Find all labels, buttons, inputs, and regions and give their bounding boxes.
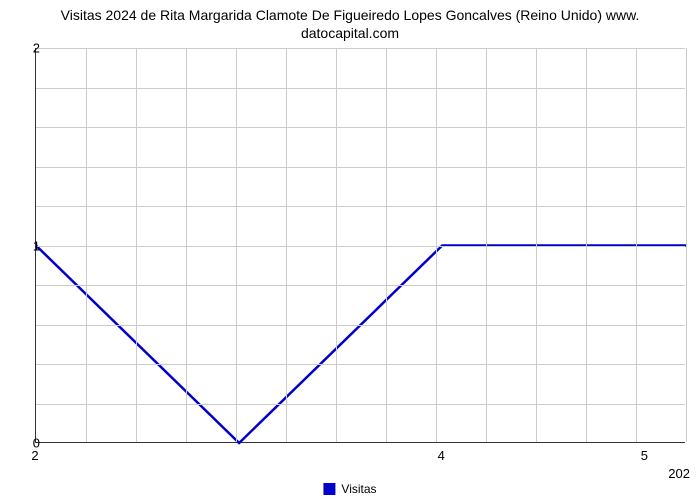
x-tick-label: 5 xyxy=(641,448,648,463)
legend: Visitas xyxy=(323,482,376,496)
vgrid-line xyxy=(136,48,137,442)
vgrid-line xyxy=(236,48,237,442)
vgrid-line xyxy=(636,48,637,442)
chart-title: Visitas 2024 de Rita Margarida Clamote D… xyxy=(0,0,700,42)
vgrid-line xyxy=(186,48,187,442)
vgrid-line xyxy=(536,48,537,442)
hgrid-line xyxy=(36,167,685,168)
hgrid-line xyxy=(36,285,685,286)
x-secondary-label: 202 xyxy=(668,466,690,481)
hgrid-line xyxy=(36,48,685,49)
vgrid-line xyxy=(386,48,387,442)
legend-label: Visitas xyxy=(341,482,376,496)
y-tick-label: 2 xyxy=(15,41,40,56)
x-tick-label: 2 xyxy=(31,448,38,463)
hgrid-line xyxy=(36,206,685,207)
title-line-1: Visitas 2024 de Rita Margarida Clamote D… xyxy=(61,7,640,23)
hgrid-line xyxy=(36,325,685,326)
vgrid-line xyxy=(586,48,587,442)
hgrid-line xyxy=(36,404,685,405)
y-tick-label: 1 xyxy=(15,238,40,253)
vgrid-line xyxy=(436,48,437,442)
vgrid-line xyxy=(686,48,687,442)
chart-container xyxy=(35,48,685,443)
vgrid-line xyxy=(86,48,87,442)
hgrid-line xyxy=(36,364,685,365)
vgrid-line xyxy=(336,48,337,442)
series-path xyxy=(36,246,686,444)
hgrid-line xyxy=(36,88,685,89)
vgrid-line xyxy=(286,48,287,442)
hgrid-line xyxy=(36,246,685,247)
title-line-2: datocapital.com xyxy=(301,25,399,41)
plot-area xyxy=(35,48,685,443)
legend-swatch xyxy=(323,483,335,495)
x-tick-label: 4 xyxy=(438,448,445,463)
vgrid-line xyxy=(486,48,487,442)
hgrid-line xyxy=(36,127,685,128)
